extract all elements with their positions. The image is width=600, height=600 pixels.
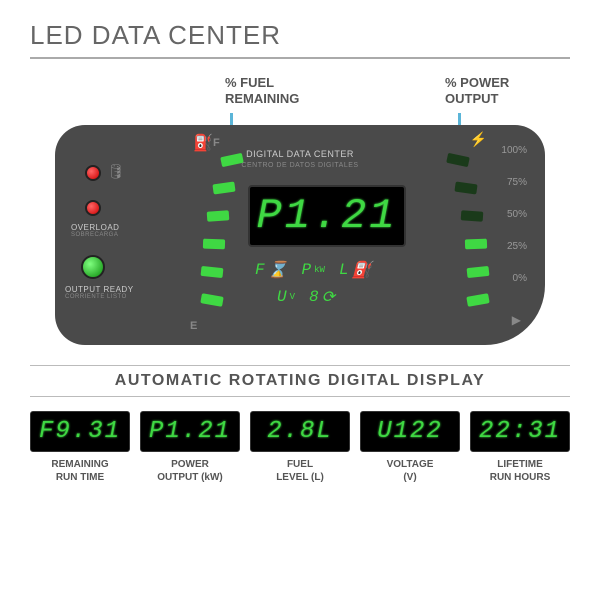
mini-led-3: U122 [360,411,460,452]
mode-f: F ⌛ [255,260,288,280]
mini-led-1: P1.21 [140,411,240,452]
callout-power: % POWER OUTPUT [445,75,509,106]
callout-fuel-l2: REMAINING [225,91,299,106]
callout-power-l1: % POWER [445,75,509,90]
mini-led-4: 22:31 [470,411,570,452]
overload-label: OVERLOAD SOBRECARGA [71,223,119,238]
mode-hours: 8 ⟳ [309,287,335,307]
mode-p: PkW [302,260,325,280]
fuel-empty-label: E [190,320,197,332]
output-ready-indicator [81,255,105,279]
section-title: AUTOMATIC ROTATING DIGITAL DISPLAY [30,365,570,397]
display-row: F9.31 REMAININGRUN TIME P1.21 POWEROUTPU… [30,411,570,484]
mode-row-1: F ⌛ PkW L ⛽ [255,260,371,280]
display-runtime: F9.31 REMAININGRUN TIME [30,411,130,484]
mode-u: UV [277,287,295,307]
pct-100: 100% [501,145,527,156]
pct-50: 50% [501,209,527,220]
fuel-full-label: F [213,137,220,149]
callout-area: % FUEL REMAINING % POWER OUTPUT [30,75,570,115]
output-ready-label: OUTPUT READY CORRIENTE LISTO [65,285,134,300]
panel-title-text: DIGITAL DATA CENTER [246,149,354,159]
oil-indicator [85,165,101,181]
display-fuel: 2.8L FUELLEVEL (L) [250,411,350,484]
callout-fuel-l1: % FUEL [225,75,274,90]
page-title: LED DATA CENTER [30,20,570,59]
mini-led-0: F9.31 [30,411,130,452]
pct-0: 0% [501,273,527,284]
panel-subtitle: CENTRO DE DATOS DIGITALES [241,162,358,169]
display-voltage: U122 VOLTAGE(V) [360,411,460,484]
power-gauge [463,155,485,323]
data-center-panel: ⛽ F E ⚡ DIGITAL DATA CENTER CENTRO DE DA… [55,125,545,345]
mode-row-2: UV 8 ⟳ [277,287,335,307]
main-led-display: P1.21 [248,185,406,247]
mode-l: L ⛽ [339,260,372,280]
fuel-gauge [205,155,227,323]
lightning-icon: ⚡ [470,131,487,148]
display-power: P1.21 POWEROUTPUT (kW) [140,411,240,484]
oil-can-icon: 🛢 [107,163,125,180]
pct-75: 75% [501,177,527,188]
mini-led-2: 2.8L [250,411,350,452]
play-icon: ▶ [512,313,521,327]
percent-labels: 100% 75% 50% 25% 0% [501,145,527,305]
callout-power-l2: OUTPUT [445,91,498,106]
callout-fuel: % FUEL REMAINING [225,75,299,106]
display-hours: 22:31 LIFETIMERUN HOURS [470,411,570,484]
pct-25: 25% [501,241,527,252]
overload-indicator [85,200,101,216]
led-value: P1.21 [256,192,397,240]
